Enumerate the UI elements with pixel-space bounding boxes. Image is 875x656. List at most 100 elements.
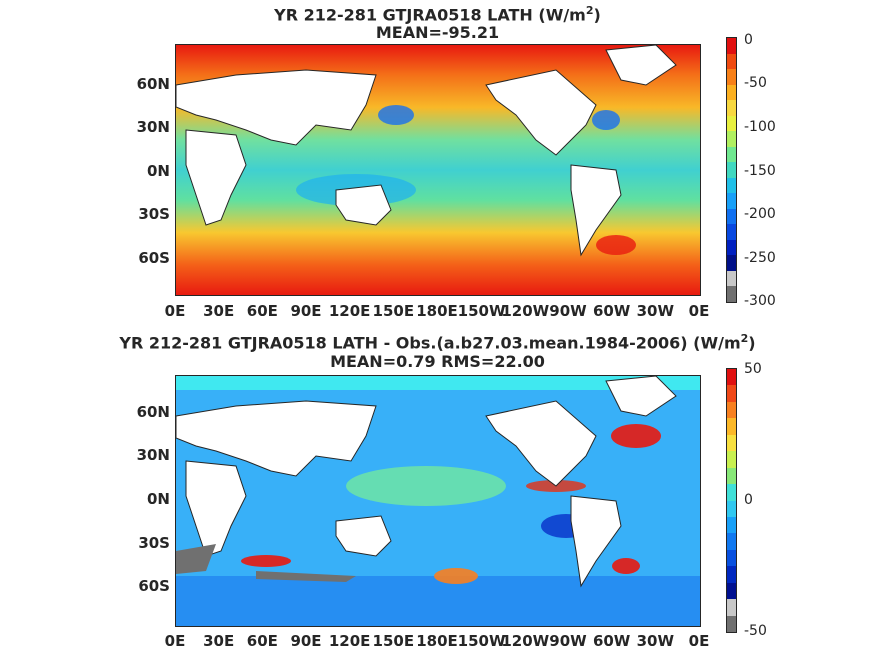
panel2-eurasia <box>176 400 377 477</box>
panel1-title-close: ) <box>593 5 601 25</box>
panel2-colorbar-segment <box>727 434 736 452</box>
panel2-africa <box>185 460 247 557</box>
panel2-title: YR 212-281 GTJRA0518 LATH - Obs.(a.b27.0… <box>0 329 875 352</box>
panel1-colorbar-segment <box>727 69 736 85</box>
panel2-missing-patch <box>256 571 356 582</box>
panel1-colorbar-segment <box>727 84 736 101</box>
panel2-lon-label: 150E <box>372 632 415 650</box>
panel1-lat-label: 60N <box>136 75 170 93</box>
panel1-lon-label: 150W <box>457 302 506 320</box>
panel2-greenland <box>605 376 677 417</box>
panel2-colorbar-segment <box>727 500 736 517</box>
panel2-colorbar-segment <box>727 599 736 616</box>
panel1-gulfstream-low <box>592 110 620 130</box>
panel2-lat-label: 30S <box>138 534 170 552</box>
panel1-lon-label: 30W <box>636 302 675 320</box>
panel2-lon-label: 180E <box>416 632 458 650</box>
panel1-south-america <box>570 164 622 257</box>
panel2-south-atl-pos <box>612 558 640 574</box>
panel2-tropical-anom <box>346 466 506 506</box>
panel1-lon-label: 0E <box>688 302 710 320</box>
panel1-colorbar-segment <box>727 53 736 70</box>
panel1-colorbar-label: -150 <box>744 163 776 179</box>
panel2-missing-data <box>176 544 356 582</box>
panel1-colorbar-segment <box>727 255 736 271</box>
panel1-colorbar-segment <box>727 131 736 147</box>
panel2-colorbar-segment <box>727 369 736 386</box>
panel1-colorbar-segment <box>727 115 736 132</box>
panel1-title: YR 212-281 GTJRA0518 LATH (W/m2) <box>0 1 875 24</box>
panel1-lon-label: 0E <box>164 302 186 320</box>
panel2-colorbar-label: 0 <box>744 492 753 508</box>
panel2-lon-label: 90E <box>290 632 322 650</box>
panel1-lon-label: 150E <box>372 302 415 320</box>
panel2-lon-label: 120E <box>328 632 371 650</box>
panel2-map <box>175 375 701 627</box>
panel1-colorbar-label: -100 <box>744 119 776 135</box>
panel2-colorbar-segment <box>727 451 736 468</box>
panel1-lat-label: 30N <box>136 118 170 136</box>
panel1-colorbar-segment <box>727 286 736 302</box>
panel1-kuroshio-low <box>378 105 414 125</box>
panel2-agulhas-pos <box>241 555 291 567</box>
panel2-lat-label: 60S <box>138 577 170 595</box>
panel2-lon-label: 30E <box>203 632 235 650</box>
panel1-colorbar-segment <box>727 100 736 116</box>
panel1-colorbar-segment <box>727 208 736 225</box>
panel1-south-atl-high <box>596 235 636 255</box>
panel2-lat-label: 0N <box>147 490 170 508</box>
panel1-colorbar-segment <box>727 193 736 209</box>
panel2-south-pac-pos <box>434 568 478 584</box>
panel1-lon-label: 180E <box>416 302 458 320</box>
panel2-gulfstream-pos <box>611 424 661 448</box>
panel1-colorbar-label: -300 <box>744 293 776 309</box>
panel2-lat-label: 30N <box>136 446 170 464</box>
panel2-lon-label: 0E <box>688 632 710 650</box>
panel2-colorbar-segment <box>727 418 736 435</box>
panel1-continents <box>176 45 677 257</box>
panel1-lat-label: 60S <box>138 249 170 267</box>
panel1-lon-label: 120W <box>501 302 550 320</box>
panel1-title-line1: YR 212-281 GTJRA0518 LATH (W/m <box>274 5 586 25</box>
panel1-colorbar-segment <box>727 38 736 54</box>
panel2-colorbar-label: -50 <box>744 623 767 639</box>
panel1-lon-label: 120E <box>328 302 371 320</box>
panel2-colorbar-segment <box>727 484 736 501</box>
panel2-australia <box>335 515 392 557</box>
panel1-colorbar-segment <box>727 146 736 163</box>
panel1-lon-label: 60E <box>246 302 278 320</box>
panel2-lon-label: 90W <box>549 632 587 650</box>
panel2-colorbar-segment <box>727 516 736 534</box>
panel1-map <box>175 44 701 296</box>
panel2-arctic-band <box>176 376 700 390</box>
panel1-subtitle: MEAN=-95.21 <box>375 23 500 42</box>
panel2-continents <box>176 376 677 588</box>
panel2-colorbar-label: 50 <box>744 361 762 377</box>
panel2-lon-label: 60W <box>592 632 631 650</box>
panel2-colorbar-segment <box>727 401 736 419</box>
panel1-lon-label: 90E <box>290 302 322 320</box>
panel2-colorbar <box>726 368 737 633</box>
panel1-colorbar-segment <box>727 177 736 194</box>
panel1-colorbar-segment <box>727 224 736 240</box>
panel1-greenland <box>605 45 677 86</box>
panel2-title-close: ) <box>748 333 756 353</box>
panel2-map-svg <box>176 376 700 626</box>
panel2-colorbar-segment <box>727 533 736 550</box>
panel1-map-svg <box>176 45 700 295</box>
panel1-colorbar-label: -50 <box>744 75 767 91</box>
panel2-colorbar-segment <box>727 549 736 567</box>
panel2-missing-patch <box>176 544 216 574</box>
panel1-colorbar <box>726 37 737 303</box>
panel2-subtitle: MEAN=0.79 RMS=22.00 <box>330 352 545 371</box>
panel1-lon-label: 90W <box>549 302 587 320</box>
panel1-lon-label: 30E <box>203 302 235 320</box>
panel2-southern-band <box>176 576 700 626</box>
panel1-lat-label: 0N <box>147 162 170 180</box>
panel1-colorbar-segment <box>727 162 736 178</box>
panel1-colorbar-label: 0 <box>744 32 753 48</box>
panel2-south-america <box>570 495 622 588</box>
panel1-colorbar-segment <box>727 270 736 287</box>
panel1-lat-label: 30S <box>138 205 170 223</box>
panel2-title-line1: YR 212-281 GTJRA0518 LATH - Obs.(a.b27.0… <box>119 333 741 353</box>
